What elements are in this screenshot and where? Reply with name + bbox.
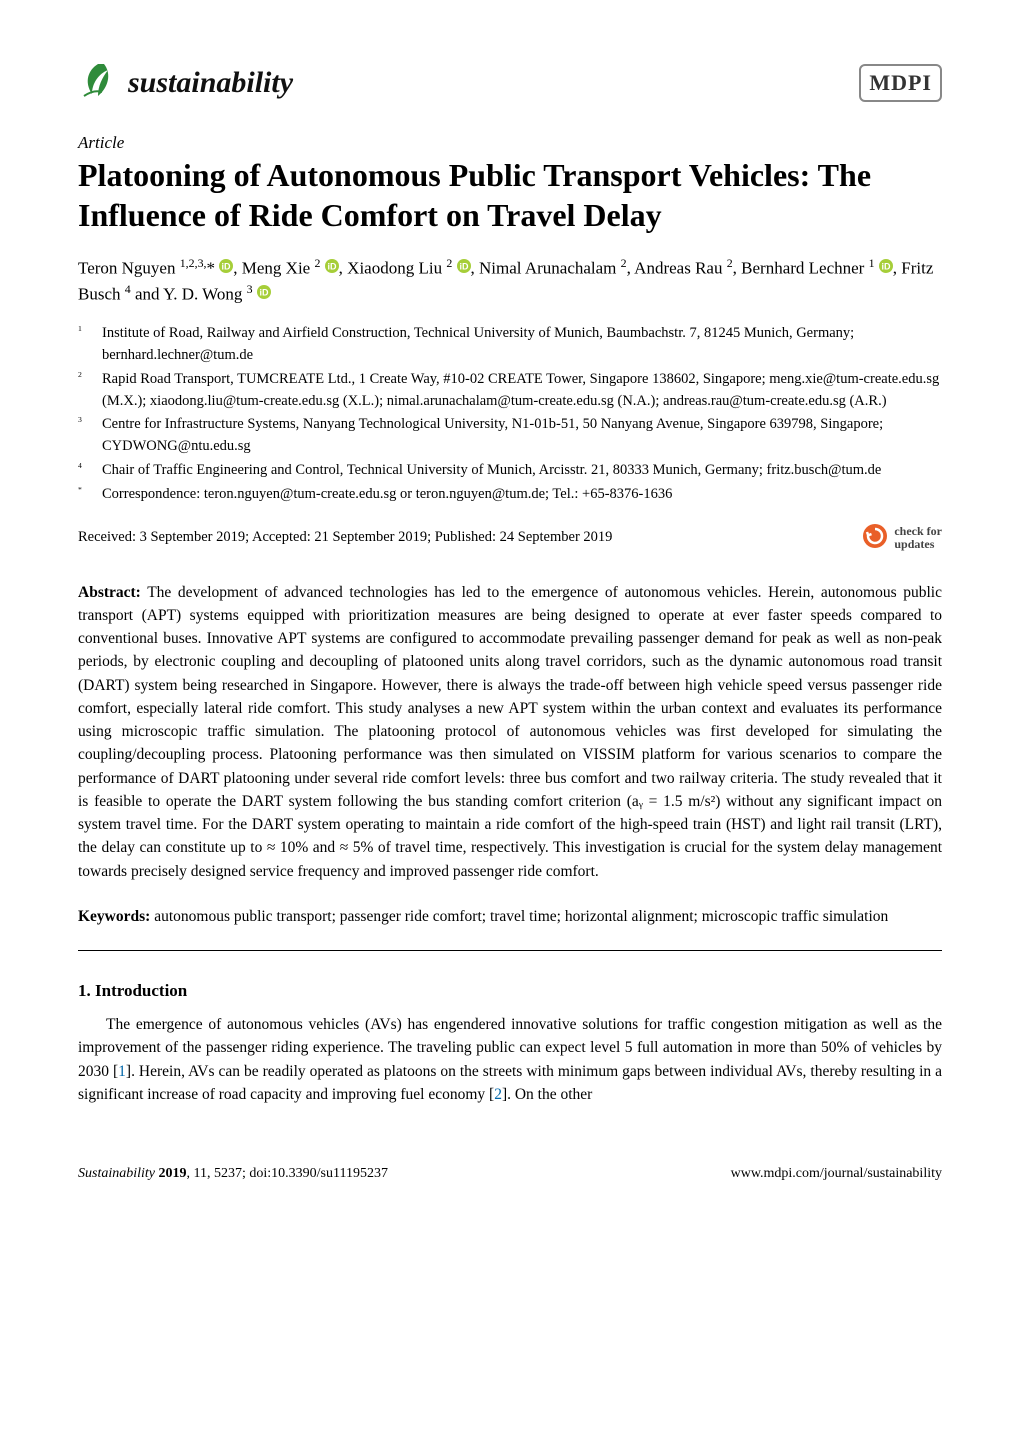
check-for-updates-badge[interactable]: check for updates (862, 523, 942, 552)
affiliation-number: 1 (78, 323, 92, 367)
section-heading: 1. Introduction (78, 981, 942, 1001)
accepted-date: Accepted: 21 September 2019; (252, 529, 431, 545)
affiliation-row: 1Institute of Road, Railway and Airfield… (78, 323, 942, 367)
check-updates-text: check for updates (894, 525, 942, 551)
orcid-icon[interactable]: iD (257, 285, 271, 299)
svg-text:iD: iD (327, 261, 337, 271)
svg-text:iD: iD (459, 261, 469, 271)
leaf-icon (78, 60, 118, 105)
affiliation-text: Rapid Road Transport, TUMCREATE Ltd., 1 … (102, 369, 942, 413)
affiliation-text: Chair of Traffic Engineering and Control… (102, 460, 881, 482)
page-footer: Sustainability 2019, 11, 5237; doi:10.33… (0, 1146, 1020, 1182)
received-date: Received: 3 September 2019; (78, 529, 249, 545)
intro-paragraph-1: The emergence of autonomous vehicles (AV… (78, 1013, 942, 1106)
svg-text:iD: iD (881, 261, 891, 271)
footer-right[interactable]: www.mdpi.com/journal/sustainability (731, 1166, 942, 1182)
affiliation-number: 2 (78, 369, 92, 413)
affiliation-row: 4 Chair of Traffic Engineering and Contro… (78, 460, 942, 482)
footer-year: 2019 (159, 1166, 187, 1181)
affiliation-text: Centre for Infrastructure Systems, Nanya… (102, 414, 942, 458)
affiliation-row: 3Centre for Infrastructure Systems, Nany… (78, 414, 942, 458)
affiliation-text: Correspondence: teron.nguyen@tum-create.… (102, 484, 672, 506)
journal-name: sustainability (128, 66, 293, 100)
affiliation-number: 4 (78, 460, 92, 482)
article-title: Platooning of Autonomous Public Transpor… (78, 155, 942, 235)
ref-link-1[interactable]: 1 (118, 1063, 126, 1080)
orcid-icon[interactable]: iD (219, 259, 233, 273)
abstract-text: The development of advanced technologies… (78, 584, 942, 880)
article-type-label: Article (78, 133, 942, 153)
affiliation-row: 2Rapid Road Transport, TUMCREATE Ltd., 1… (78, 369, 942, 413)
orcid-icon[interactable]: iD (457, 259, 471, 273)
svg-text:iD: iD (222, 261, 232, 271)
keywords-label: Keywords: (78, 908, 150, 925)
dates-row: Received: 3 September 2019; Accepted: 21… (78, 523, 942, 552)
affiliation-list: 1Institute of Road, Railway and Airfield… (78, 323, 942, 505)
orcid-icon[interactable]: iD (879, 259, 893, 273)
keywords: Keywords: autonomous public transport; p… (78, 905, 942, 928)
publisher-logo: MDPI (859, 64, 942, 102)
author-list: Teron Nguyen 1,2,3,* iD, Meng Xie 2 iD, … (78, 255, 942, 307)
header-row: sustainability MDPI (78, 60, 942, 105)
abstract: Abstract: The development of advanced te… (78, 581, 942, 883)
keywords-text: autonomous public transport; passenger r… (150, 908, 888, 925)
published-date: Published: 24 September 2019 (435, 529, 613, 545)
check-updates-icon (862, 523, 888, 552)
orcid-icon[interactable]: iD (325, 259, 339, 273)
affiliation-text: Institute of Road, Railway and Airfield … (102, 323, 942, 367)
footer-journal: Sustainability (78, 1166, 159, 1181)
svg-text:iD: iD (259, 287, 269, 297)
check-updates-line1: check for (894, 524, 942, 538)
footer-rest: , 11, 5237; doi:10.3390/su11195237 (187, 1166, 388, 1181)
divider (78, 950, 942, 951)
check-updates-line2: updates (894, 537, 934, 551)
journal-brand: sustainability (78, 60, 293, 105)
abstract-label: Abstract: (78, 584, 141, 601)
affiliation-number: * (78, 484, 92, 506)
dates-text: Received: 3 September 2019; Accepted: 21… (78, 529, 612, 546)
footer-left: Sustainability 2019, 11, 5237; doi:10.33… (78, 1166, 388, 1182)
affiliation-number: 3 (78, 414, 92, 458)
affiliation-row: * Correspondence: teron.nguyen@tum-create… (78, 484, 942, 506)
ref-link-2[interactable]: 2 (494, 1086, 502, 1103)
